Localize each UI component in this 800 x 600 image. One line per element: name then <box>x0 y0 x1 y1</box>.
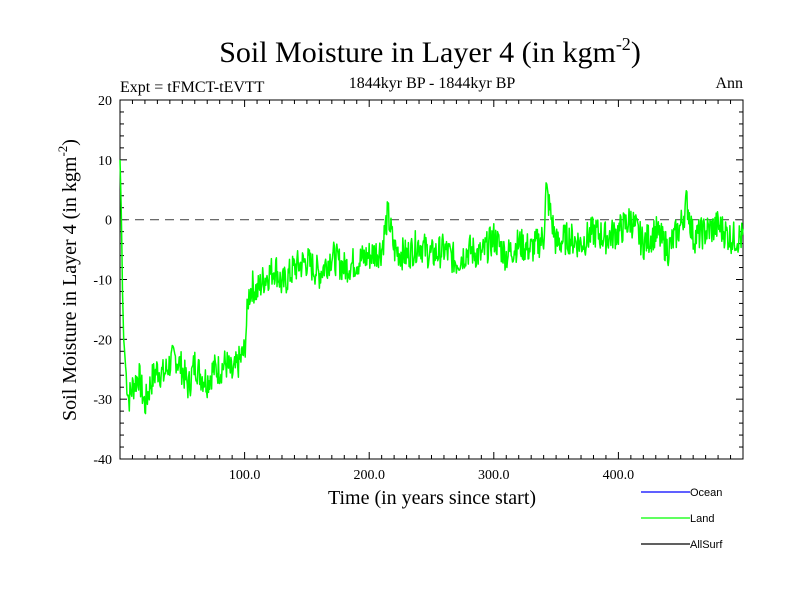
axis-ticks <box>120 99 743 460</box>
x-tick-label: 300.0 <box>478 468 510 483</box>
y-tick-label: -40 <box>93 453 112 468</box>
y-tick-label: -30 <box>93 393 112 408</box>
legend-label-allsurf: AllSurf <box>690 539 723 551</box>
y-tick-label: 10 <box>98 154 112 169</box>
plot-area <box>119 99 744 460</box>
x-tick-label: 100.0 <box>229 468 261 483</box>
experiment-label: Expt = tFMCT-tEVTT <box>120 79 265 96</box>
x-axis-label: Time (in years since start) <box>328 487 536 509</box>
series-group <box>119 159 744 415</box>
y-tick-label: 0 <box>105 214 112 229</box>
y-tick-label: -20 <box>93 333 112 348</box>
period-label: 1844kyr BP - 1844kyr BP <box>349 75 516 92</box>
y-tick-label: -10 <box>93 274 112 289</box>
legend: Ocean Land AllSurf <box>641 487 723 551</box>
season-label: Ann <box>715 75 743 92</box>
series-line-land <box>119 159 744 415</box>
y-tick-label: 20 <box>98 94 112 109</box>
chart-title: Soil Moisture in Layer 4 (in kgm-2) <box>219 34 641 69</box>
x-tick-label: 200.0 <box>353 468 385 483</box>
legend-label-ocean: Ocean <box>690 487 722 499</box>
axis-tick-labels: 20 10 0 -10 -20 -30 -40 100.0 200.0 300.0 400.0 <box>93 94 634 483</box>
y-axis-label: Soil Moisture in Layer 4 (in kgm-2) <box>55 139 81 421</box>
x-tick-label: 400.0 <box>603 468 635 483</box>
legend-label-land: Land <box>690 513 714 525</box>
